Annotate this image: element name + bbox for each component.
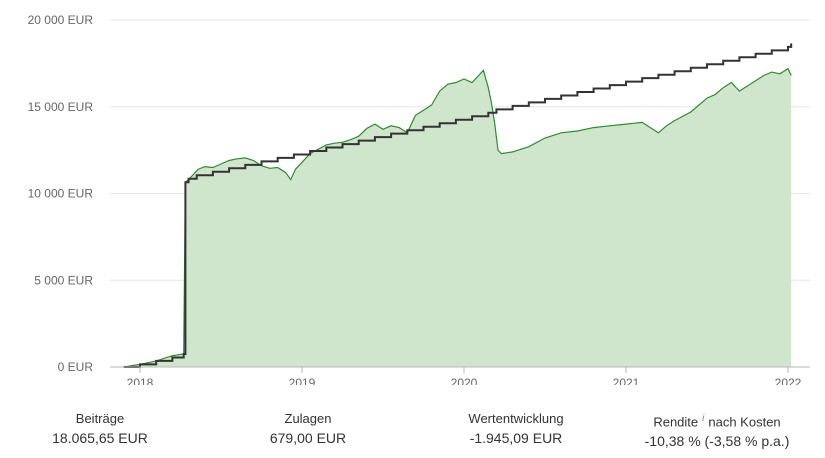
stat-zulagen: Zulagen 679,00 EUR: [223, 410, 393, 448]
info-icon[interactable]: i: [702, 413, 705, 424]
x-tick-label: 2020: [451, 376, 478, 385]
x-axis: 2018 2019 2020 2021 2022: [110, 366, 810, 385]
stat-label: Wertentwicklung: [468, 411, 564, 426]
portfolio-value-series: [123, 67, 792, 368]
x-tick-label: 2022: [775, 376, 802, 385]
stat-beitraege: Beiträge 18.065,65 EUR: [15, 410, 185, 448]
y-tick-label: 20 000 EUR: [28, 13, 94, 27]
y-axis-tick-labels: 0 EUR 5 000 EUR 10 000 EUR 15 000 EUR 20 000…: [28, 13, 94, 374]
stat-label: Beiträge: [75, 411, 125, 426]
y-tick-label: 10 000 EUR: [28, 187, 94, 201]
stat-value: -10,38 % (-3,58 % p.a.): [644, 433, 790, 450]
stat-value: -1.945,09 EUR: [469, 430, 563, 446]
stat-label-suffix: nach Kosten: [708, 414, 781, 430]
value-line: [123, 67, 792, 368]
contributions-step-line: [123, 43, 793, 368]
stat-value: 679,00 EUR: [269, 430, 347, 446]
stat-value: 18.065,65 EUR: [52, 430, 148, 446]
y-tick-label: 0 EUR: [58, 360, 94, 374]
x-tick-label: 2018: [127, 376, 154, 385]
y-tick-label: 5 000 EUR: [34, 273, 93, 287]
stat-label: Rendite: [653, 414, 699, 430]
x-tick-label: 2021: [613, 376, 640, 385]
stat-wertentwicklung: Wertentwicklung -1.945,09 EUR: [431, 410, 601, 448]
stat-rendite: Rendite i nach Kosten -10,38 % (-3,58 % p.…: [632, 410, 802, 451]
x-tick-label: 2019: [289, 376, 316, 385]
contributions-series: [123, 43, 793, 368]
y-tick-label: 15 000 EUR: [28, 100, 94, 114]
summary-stats: Beiträge 18.065,65 EUR Zulagen 679,00 EU…: [0, 410, 825, 458]
stat-label: Zulagen: [284, 411, 332, 426]
value-area-fill: [123, 68, 792, 367]
performance-chart: 0 EUR 5 000 EUR 10 000 EUR 15 000 EUR 20 000…: [28, 13, 810, 385]
